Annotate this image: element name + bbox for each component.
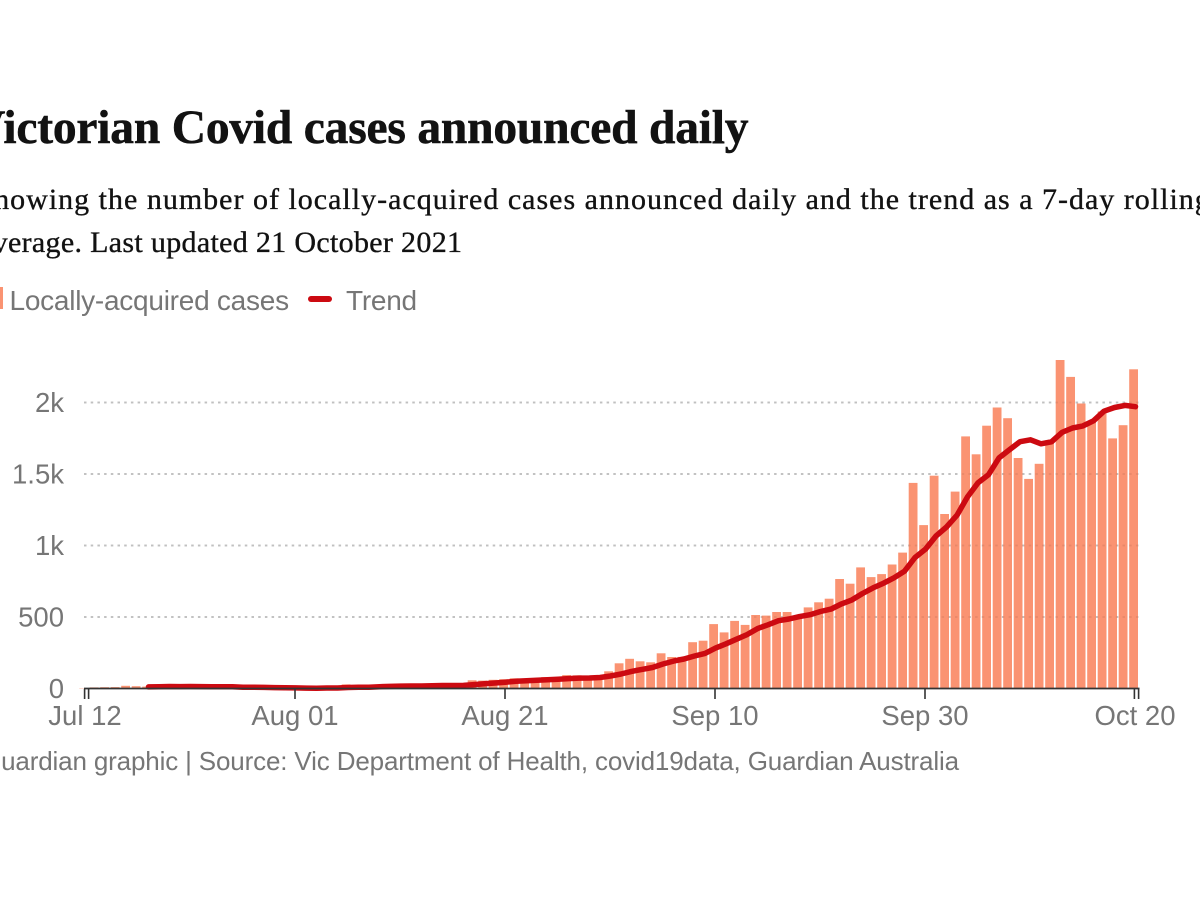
svg-text:Sep 10: Sep 10 xyxy=(671,700,758,731)
svg-text:Aug 01: Aug 01 xyxy=(251,700,338,731)
svg-text:Aug 21: Aug 21 xyxy=(461,700,548,731)
svg-text:0: 0 xyxy=(49,673,64,704)
svg-text:2k: 2k xyxy=(35,387,64,418)
svg-text:1.5k: 1.5k xyxy=(12,459,64,490)
svg-text:500: 500 xyxy=(18,602,64,633)
svg-text:1k: 1k xyxy=(35,530,64,561)
svg-text:Oct 20: Oct 20 xyxy=(1094,700,1175,731)
svg-text:Jul 12: Jul 12 xyxy=(48,700,121,731)
svg-text:Sep 30: Sep 30 xyxy=(881,700,968,731)
